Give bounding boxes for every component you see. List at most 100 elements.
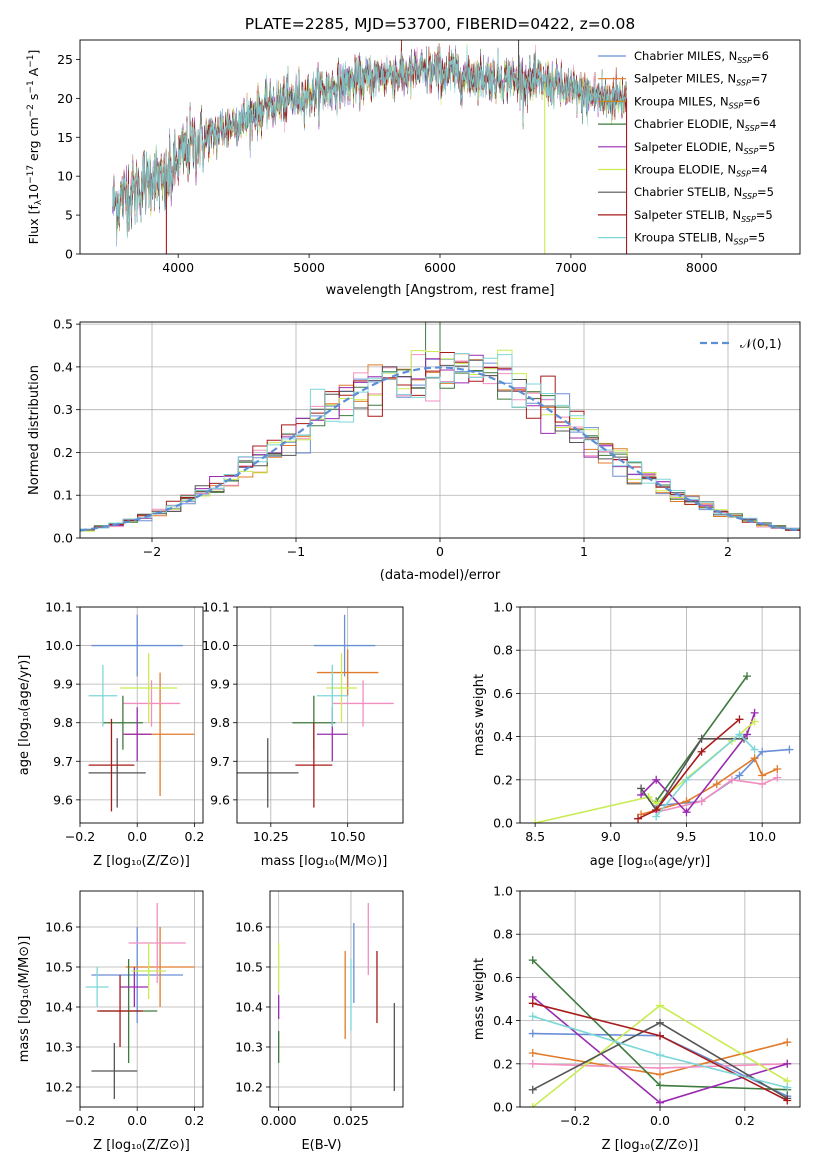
marker-kroupa_stelib <box>783 1083 792 1092</box>
y-tick-label: 9.8 <box>53 715 73 730</box>
marker-salpeter_stelib <box>783 1096 792 1105</box>
marker-chabrier_miles <box>785 745 794 754</box>
series-line-chabrier_stelib <box>640 738 744 812</box>
gridlines <box>270 891 403 1107</box>
x-axis-label: (data-model)/error <box>380 568 501 583</box>
plot-area <box>531 672 794 823</box>
x-tick-label: −0.2 <box>560 1113 590 1128</box>
plot-area <box>85 903 195 1099</box>
y-tick-label: 5 <box>65 208 73 223</box>
axes-spectrum: 4000 5000 6000 7000 8000 0 5 10 15 20 25 PLATE=2285… <box>26 15 801 298</box>
ticks: 4000 5000 6000 7000 8000 0 5 10 15 20 25 <box>57 52 718 275</box>
y-tick-label: 9.9 <box>210 677 230 692</box>
y-tick-label: 0.1 <box>53 488 73 503</box>
marker-chabrier_miles <box>758 747 767 756</box>
marker-salpeter_miles <box>783 1038 792 1047</box>
y-tick-label: 0.6 <box>493 970 513 985</box>
x-tick-label: 0 <box>436 544 444 559</box>
y-tick-label: 1.0 <box>493 884 513 899</box>
y-tick-label: 10.0 <box>202 638 230 653</box>
legend: 𝒩(0,1) <box>700 336 782 351</box>
y-tick-label: 0.4 <box>493 1013 513 1028</box>
y-tick-label: 1.0 <box>493 600 513 615</box>
x-tick-label: 1 <box>580 544 588 559</box>
marker-salpeter_stelib <box>528 999 537 1008</box>
plot-area <box>528 956 792 1107</box>
marker-kroupa_miles <box>697 797 706 806</box>
marker-kroupa_stelib <box>656 1051 664 1060</box>
x-tick-label: −0.2 <box>65 1113 95 1128</box>
marker-kroupa_elodie <box>750 717 759 726</box>
marker-kroupa_elodie <box>528 1103 537 1107</box>
gridlines <box>79 606 203 823</box>
y-tick-label: 0.5 <box>53 317 73 332</box>
legend: Chabrier MILES, NSSP=6 Salpeter MILES, NS… <box>598 49 776 247</box>
marker-salpeter_stelib <box>656 1031 664 1040</box>
marker-salpeter_miles <box>750 754 759 763</box>
y-tick-label: 0.4 <box>53 359 73 374</box>
marker-salpeter_elodie <box>656 1098 664 1107</box>
marker-chabrier_elodie <box>743 672 752 681</box>
y-axis-label: mass weight <box>472 674 487 756</box>
plot-area <box>112 40 628 254</box>
x-tick-label: 0.0 <box>127 829 147 844</box>
axes-mass_vs_EBV: 0.000 0.025 10.2 10.3 10.4 10.5 10.6 E(B-V) <box>235 890 404 1153</box>
marker-kroupa_miles <box>773 773 782 782</box>
y-tick-label: 9.6 <box>210 792 230 807</box>
marker-salpeter_elodie <box>652 775 661 784</box>
y-tick-label: 0.2 <box>493 1056 513 1071</box>
x-tick-label: −2 <box>143 544 161 559</box>
x-tick-label: 0.0 <box>650 1113 670 1128</box>
axes-frame <box>79 890 204 1108</box>
series-line-kroupa_stelib <box>655 733 756 818</box>
histogram-kroupa_stelib <box>80 353 800 538</box>
marker-kroupa_elodie <box>531 819 540 823</box>
marker-chabrier_stelib <box>637 784 646 793</box>
ticks: −0.2 0.0 0.2 10.2 10.3 10.4 10.5 10.6 <box>45 920 204 1129</box>
y-tick-label: 9.7 <box>53 754 73 769</box>
x-axis-label: E(B-V) <box>301 1138 341 1153</box>
y-axis-label: mass weight <box>472 958 487 1040</box>
x-axis-label: Z [log₁₀(Z/Z⊙)] <box>93 1138 190 1153</box>
x-tick-label: 9.5 <box>677 829 697 844</box>
marker-salpeter_elodie <box>783 1059 792 1068</box>
x-tick-label: 0.0 <box>127 1113 147 1128</box>
marker-salpeter_elodie <box>750 708 759 717</box>
marker-kroupa_stelib <box>735 730 744 739</box>
marker-salpeter_stelib <box>697 747 706 756</box>
x-axis-label: Z [log₁₀(Z/Z⊙)] <box>602 1138 699 1153</box>
marker-kroupa_elodie <box>656 1001 664 1010</box>
plot-area <box>80 322 800 538</box>
legend-label-kroupa_elodie: Kroupa ELODIE, NSSP=4 <box>634 163 768 179</box>
y-tick-label: 0.2 <box>53 445 73 460</box>
y-tick-label: 10.1 <box>45 600 73 615</box>
marker-salpeter_miles <box>712 780 721 789</box>
axes-frame <box>79 39 801 255</box>
marker-kroupa_miles <box>656 1064 664 1073</box>
y-tick-label: 10.5 <box>45 960 73 975</box>
y-tick-label: 10.4 <box>45 1000 73 1015</box>
marker-salpeter_stelib <box>735 715 744 724</box>
axes-age_vs_Z: −0.2 0.0 0.2 9.6 9.7 9.8 9.9 10.0 10.1 Z [log₁₀(Z… <box>17 600 204 870</box>
marker-kroupa_stelib <box>682 775 691 784</box>
y-tick-label: 10.2 <box>235 1080 263 1095</box>
marker-chabrier_stelib <box>656 1018 664 1027</box>
marker-salpeter_elodie <box>682 808 691 817</box>
axes-residuals: −2 −1 0 1 2 0.0 0.1 0.2 0.3 0.4 0.5 (data-model)/er… <box>27 317 801 583</box>
y-tick-label: 10.2 <box>45 1080 73 1095</box>
x-tick-label: 10.25 <box>253 829 289 844</box>
series-line-salpeter_elodie <box>640 712 756 814</box>
y-axis-label: mass [log₁₀(M/M⊙)] <box>17 936 32 1063</box>
x-tick-label: 7000 <box>555 260 587 275</box>
x-tick-label: 10.0 <box>748 829 776 844</box>
y-axis-label: age [log₁₀(age/yr)] <box>17 655 32 776</box>
x-tick-label: −1 <box>287 544 305 559</box>
ticks: −2 −1 0 1 2 0.0 0.1 0.2 0.3 0.4 0.5 <box>53 317 732 559</box>
gridlines <box>79 891 203 1107</box>
y-tick-label: 0.0 <box>493 1100 513 1115</box>
y-tick-label: 10.6 <box>45 920 73 935</box>
legend-label-chabrier_elodie: Chabrier ELODIE, NSSP=4 <box>634 117 776 133</box>
marker-salpeter_miles <box>773 765 782 773</box>
y-tick-label: 10.6 <box>235 920 263 935</box>
